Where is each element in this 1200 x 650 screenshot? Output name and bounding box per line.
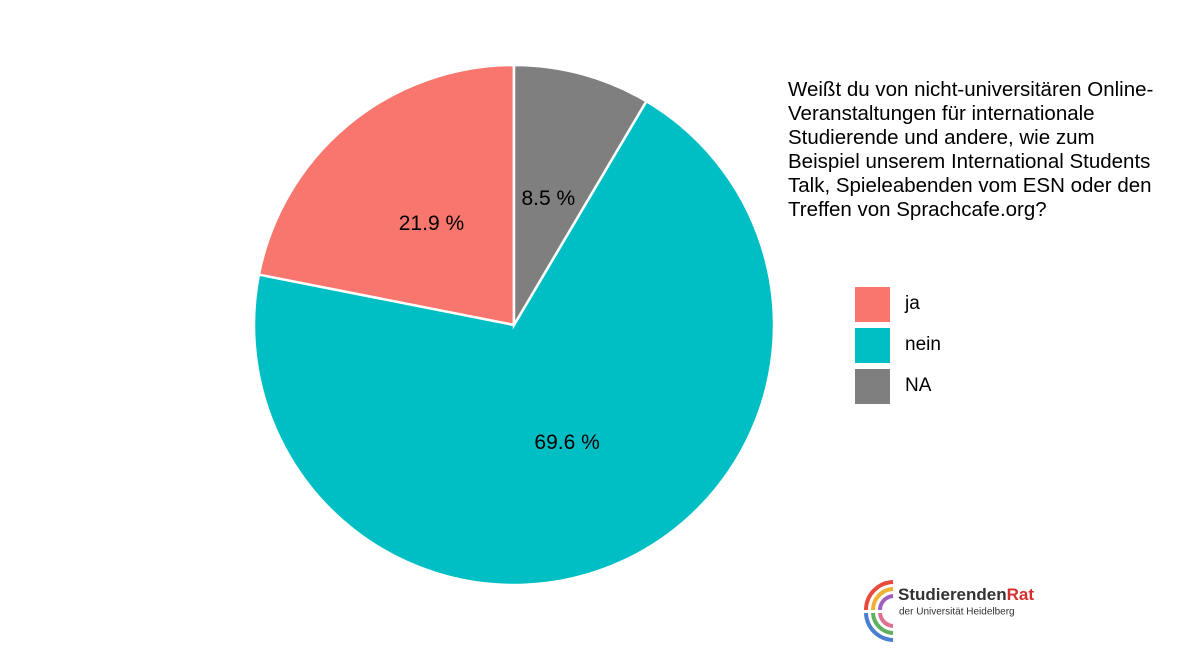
legend-label: ja	[904, 293, 920, 314]
logo-name: Studierenden	[898, 585, 1007, 604]
logo-name-accent: Rat	[1007, 585, 1035, 604]
legend-swatch	[855, 369, 890, 404]
logo-icon	[864, 580, 894, 642]
data-label: 69.6 %	[534, 431, 599, 454]
data-label: 8.5 %	[521, 187, 575, 210]
legend-swatch	[855, 287, 890, 322]
logo-subtitle: der Universität Heidelberg	[899, 607, 1015, 618]
legend-label: NA	[905, 375, 932, 396]
pie-slice	[257, 63, 516, 327]
legend-label: nein	[905, 334, 941, 355]
chart-title: Weißt du von nicht-universitären Online-…	[788, 78, 1154, 221]
data-label: 21.9 %	[399, 212, 464, 235]
pie-slice	[252, 99, 776, 587]
legend-swatch	[855, 328, 890, 363]
svg-text:StudierendenRat: StudierendenRat	[898, 585, 1034, 604]
pie-slice	[512, 63, 649, 330]
logo: StudierendenRat der Universität Heidelbe…	[864, 580, 1034, 642]
